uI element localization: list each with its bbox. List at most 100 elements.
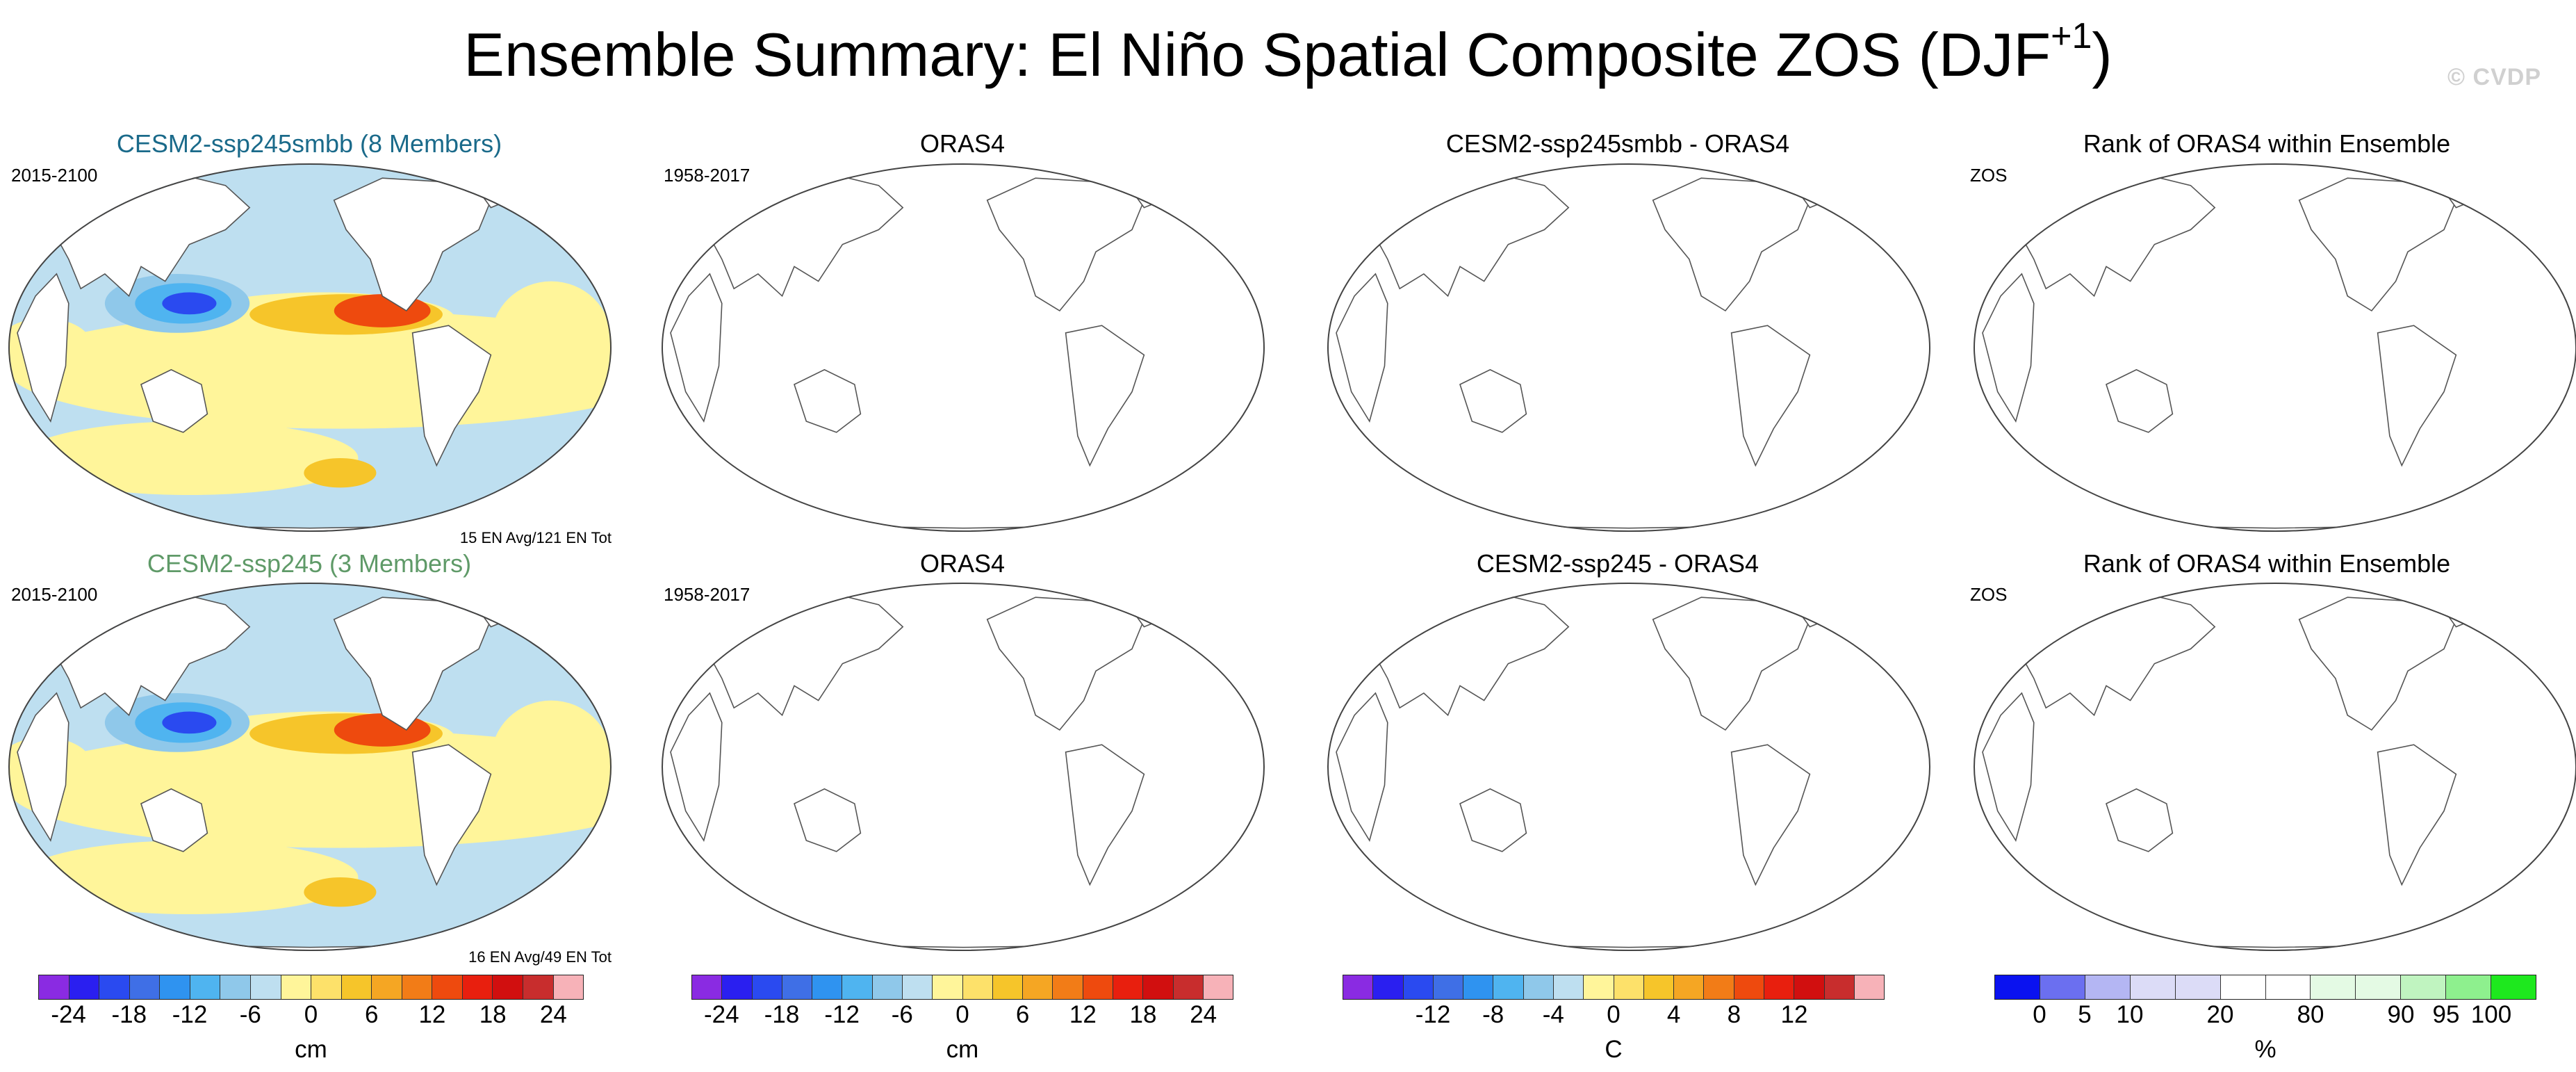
coastline <box>2106 368 2174 433</box>
colorbar-swatch <box>250 975 281 999</box>
coastline <box>140 788 208 852</box>
panel-event-count: 16 EN Avg/49 EN Tot <box>468 948 612 966</box>
coastline <box>1982 273 2035 423</box>
anomaly-region <box>491 700 612 819</box>
colorbar-tick-label: 90 <box>2387 1001 2415 1028</box>
coastline <box>1336 692 1388 842</box>
colorbar-swatch <box>2446 975 2492 999</box>
colorbar-swatches <box>1343 975 1885 1000</box>
colorbar-unit-label: cm <box>946 1036 979 1063</box>
map-0-2 <box>1327 163 1930 532</box>
map-frame <box>1974 163 2576 532</box>
colorbar-swatch <box>1614 975 1644 999</box>
colorbar-swatch <box>902 975 933 999</box>
coastline <box>17 273 69 423</box>
coastline <box>986 596 1145 731</box>
map-0-0 <box>8 163 612 532</box>
colorbar-tick-label: 24 <box>1190 1001 1217 1028</box>
colorbar-swatch <box>553 975 584 999</box>
colorbar-swatch <box>2085 975 2131 999</box>
anomaly-region <box>20 421 359 495</box>
map-1-1 <box>662 583 1265 951</box>
colorbar-swatch <box>992 975 1024 999</box>
coastline <box>670 273 723 423</box>
coastline <box>794 368 862 433</box>
panel-period-label: ZOS <box>1970 584 2008 605</box>
page-title: Ensemble Summary: El Niño Spatial Compos… <box>463 15 2113 89</box>
colorbar-tick-label: 6 <box>364 1001 379 1028</box>
colorbar-swatch <box>933 975 963 999</box>
coastline <box>1459 788 1527 852</box>
colorbar-tick-label: -4 <box>1542 1001 1564 1028</box>
coastline <box>1730 325 1811 467</box>
panel-period-label: 2015-2100 <box>11 165 98 186</box>
coastline <box>2106 788 2174 852</box>
anomaly-region <box>304 458 377 488</box>
colorbar-tick-label: -12 <box>824 1001 860 1028</box>
colorbar-swatch <box>69 975 100 999</box>
colorbar-tick-label: 8 <box>1727 1001 1741 1028</box>
colorbar-tick-label: -8 <box>1482 1001 1504 1028</box>
coastline <box>140 368 208 433</box>
colorbar-1: -24 -18 -12 -6 0 6 12 18 24 cm <box>691 975 1233 1072</box>
coastline <box>1652 596 1811 731</box>
colorbar-swatch <box>281 975 312 999</box>
colorbar-swatch <box>1463 975 1494 999</box>
colorbar-swatch <box>1403 975 1434 999</box>
colorbar-swatch <box>1203 975 1233 999</box>
map-frame <box>1327 583 1930 951</box>
colorbar-swatch <box>39 975 69 999</box>
colorbar-swatch <box>872 975 903 999</box>
colorbar-0: -24 -18 -12 -6 0 6 12 18 24 cm <box>38 975 584 1072</box>
colorbar-swatch <box>190 975 221 999</box>
panel-title: Rank of ORAS4 within Ensemble <box>2083 129 2451 158</box>
coastline <box>1652 177 1811 312</box>
colorbar-swatches <box>691 975 1233 1000</box>
colorbar-swatch <box>2040 975 2085 999</box>
colorbar-swatch <box>1373 975 1404 999</box>
map-0-1 <box>662 163 1265 532</box>
colorbar-swatch <box>722 975 753 999</box>
coastline <box>986 177 1145 312</box>
coastline <box>1336 273 1388 423</box>
colorbar-tick-label: -12 <box>172 1001 208 1028</box>
colorbar-tick-label: -18 <box>111 1001 147 1028</box>
colorbar-swatch <box>129 975 161 999</box>
coastline <box>794 788 862 852</box>
map-1-2 <box>1327 583 1930 951</box>
colorbar-swatch <box>962 975 993 999</box>
map-frame <box>1327 163 1930 532</box>
colorbar-swatch <box>462 975 493 999</box>
coastline <box>411 744 492 886</box>
coastline <box>1065 744 1145 886</box>
colorbar-swatch <box>1794 975 1825 999</box>
colorbar-tick-label: 0 <box>1607 1001 1621 1028</box>
coastline <box>670 692 723 842</box>
colorbar-swatches <box>38 975 584 1000</box>
colorbar-tick-label: 18 <box>479 1001 507 1028</box>
map-1-0 <box>8 583 612 951</box>
colorbar-swatch <box>1433 975 1464 999</box>
coastline <box>333 596 492 731</box>
colorbar-swatch <box>1643 975 1675 999</box>
colorbar-tick-label: -24 <box>51 1001 86 1028</box>
panel-title: CESM2-ssp245smbb - ORAS4 <box>1445 129 1790 158</box>
anomaly-region <box>304 877 377 907</box>
colorbar-tick-label: 12 <box>1780 1001 1808 1028</box>
panel-period-label: 1958-2017 <box>664 584 750 605</box>
coastline <box>2377 325 2457 467</box>
copyright-watermark: © CVDP <box>2447 64 2541 90</box>
colorbar-3: 0 5 10 20 80 90 95 100% <box>1994 975 2536 1072</box>
map-frame <box>8 583 612 951</box>
colorbar-swatch <box>2175 975 2221 999</box>
colorbar-swatch <box>2265 975 2311 999</box>
colorbar-swatch <box>2311 975 2356 999</box>
colorbar-tick-label: 80 <box>2297 1001 2324 1028</box>
colorbar-swatch <box>220 975 251 999</box>
colorbar-tick-label: 0 <box>955 1001 969 1028</box>
coastline <box>2298 596 2457 731</box>
colorbar-swatch <box>99 975 130 999</box>
colorbar-swatch <box>2401 975 2447 999</box>
colorbar-swatch <box>2130 975 2176 999</box>
colorbar-tick-label: 10 <box>2116 1001 2144 1028</box>
